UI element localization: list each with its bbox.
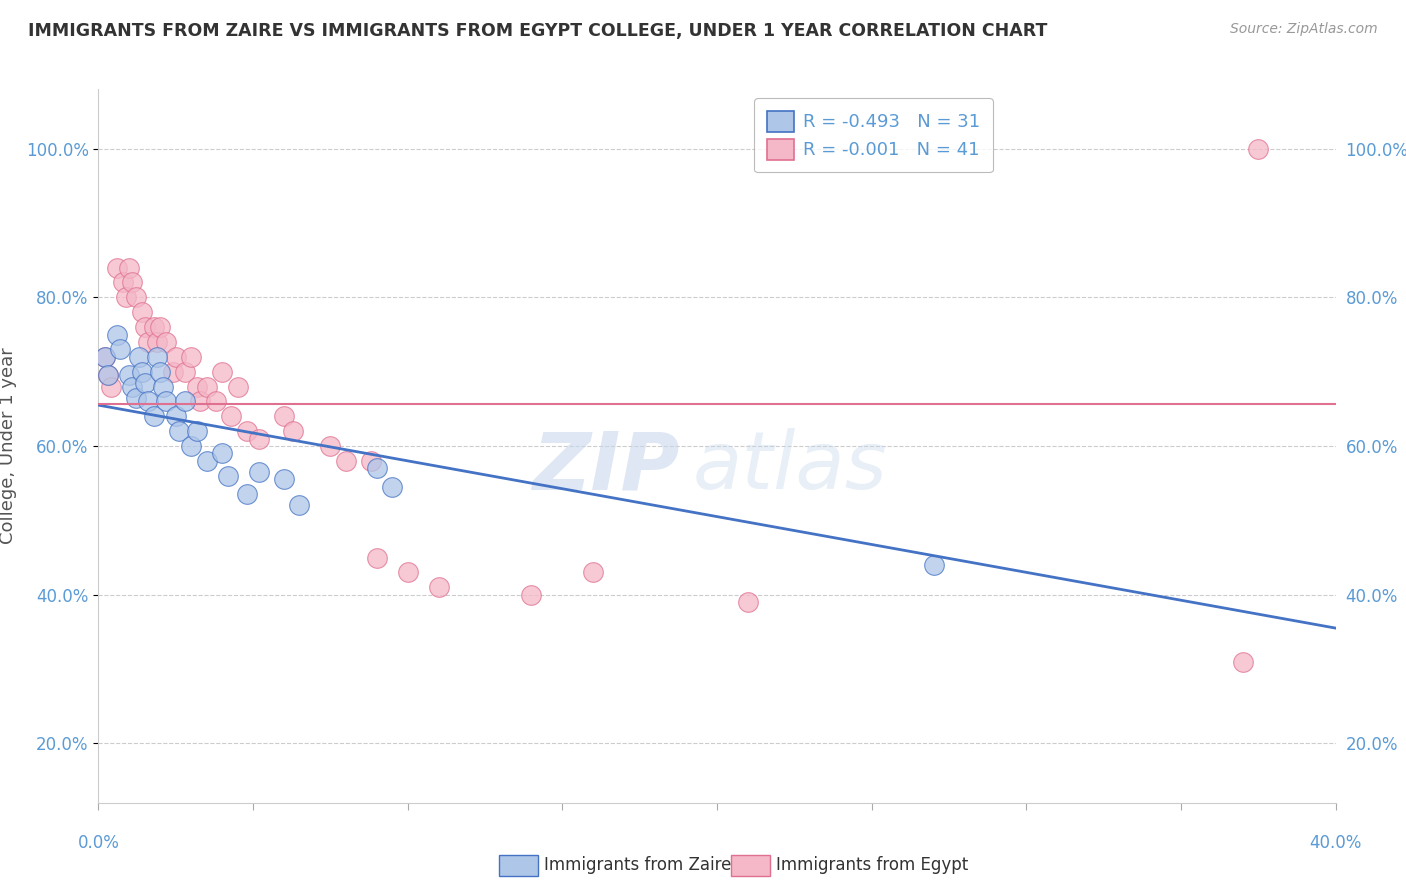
Point: [105, 327, 128, 342]
Point: [155, 334, 177, 349]
Point: [247, 465, 270, 479]
Point: [143, 409, 166, 424]
Point: [105, 260, 128, 275]
Point: [167, 424, 190, 438]
Point: [149, 365, 172, 379]
Point: [186, 379, 208, 393]
Point: [582, 566, 605, 580]
Point: [288, 499, 311, 513]
Point: [118, 368, 141, 383]
Point: [381, 480, 404, 494]
Text: IMMIGRANTS FROM ZAIRE VS IMMIGRANTS FROM EGYPT COLLEGE, UNDER 1 YEAR CORRELATION: IMMIGRANTS FROM ZAIRE VS IMMIGRANTS FROM…: [28, 22, 1047, 40]
Point: [180, 350, 202, 364]
Text: Immigrants from Egypt: Immigrants from Egypt: [776, 856, 969, 874]
Point: [93, 350, 115, 364]
Point: [155, 394, 177, 409]
Point: [335, 454, 357, 468]
Point: [236, 424, 259, 438]
Point: [366, 461, 388, 475]
Y-axis label: College, Under 1 year: College, Under 1 year: [0, 348, 17, 544]
Point: [152, 379, 174, 393]
Point: [1247, 142, 1270, 156]
Point: [360, 454, 382, 468]
Point: [396, 566, 419, 580]
Text: 40.0%: 40.0%: [1309, 834, 1362, 852]
Point: [93, 350, 115, 364]
Point: [97, 368, 120, 383]
Point: [205, 394, 228, 409]
Text: Immigrants from Zaire: Immigrants from Zaire: [544, 856, 731, 874]
Point: [162, 365, 184, 379]
Point: [186, 424, 208, 438]
Point: [165, 409, 187, 424]
Point: [174, 394, 197, 409]
Point: [180, 439, 202, 453]
Point: [136, 334, 159, 349]
Point: [108, 343, 131, 357]
Point: [273, 473, 295, 487]
Point: [195, 454, 218, 468]
Point: [427, 580, 450, 594]
Legend: R = -0.493   N = 31, R = -0.001   N = 41: R = -0.493 N = 31, R = -0.001 N = 41: [754, 98, 993, 172]
Point: [174, 365, 197, 379]
Point: [211, 446, 233, 460]
Point: [146, 350, 169, 364]
Point: [136, 394, 159, 409]
Point: [737, 595, 759, 609]
Point: [121, 276, 143, 290]
Point: [149, 320, 172, 334]
Point: [1232, 655, 1254, 669]
Point: [112, 276, 135, 290]
Point: [118, 260, 141, 275]
Point: [273, 409, 295, 424]
Point: [195, 379, 218, 393]
Point: [211, 365, 233, 379]
Point: [226, 379, 249, 393]
Text: atlas: atlas: [692, 428, 887, 507]
Point: [190, 394, 212, 409]
Point: [121, 379, 143, 393]
Point: [221, 409, 243, 424]
Point: [115, 290, 138, 304]
Point: [922, 558, 945, 572]
Text: 0.0%: 0.0%: [77, 834, 120, 852]
Point: [146, 334, 169, 349]
Point: [131, 305, 153, 319]
Text: Source: ZipAtlas.com: Source: ZipAtlas.com: [1230, 22, 1378, 37]
Point: [128, 350, 150, 364]
Point: [520, 588, 543, 602]
Point: [131, 365, 153, 379]
Point: [134, 376, 156, 390]
Point: [247, 432, 270, 446]
Point: [143, 320, 166, 334]
Point: [134, 320, 156, 334]
Point: [319, 439, 342, 453]
Point: [100, 379, 122, 393]
Point: [366, 550, 388, 565]
Point: [97, 368, 120, 383]
Text: ZIP: ZIP: [533, 428, 681, 507]
Point: [283, 424, 305, 438]
Point: [124, 290, 146, 304]
Point: [165, 350, 187, 364]
Point: [236, 487, 259, 501]
Point: [124, 391, 146, 405]
Point: [217, 468, 239, 483]
